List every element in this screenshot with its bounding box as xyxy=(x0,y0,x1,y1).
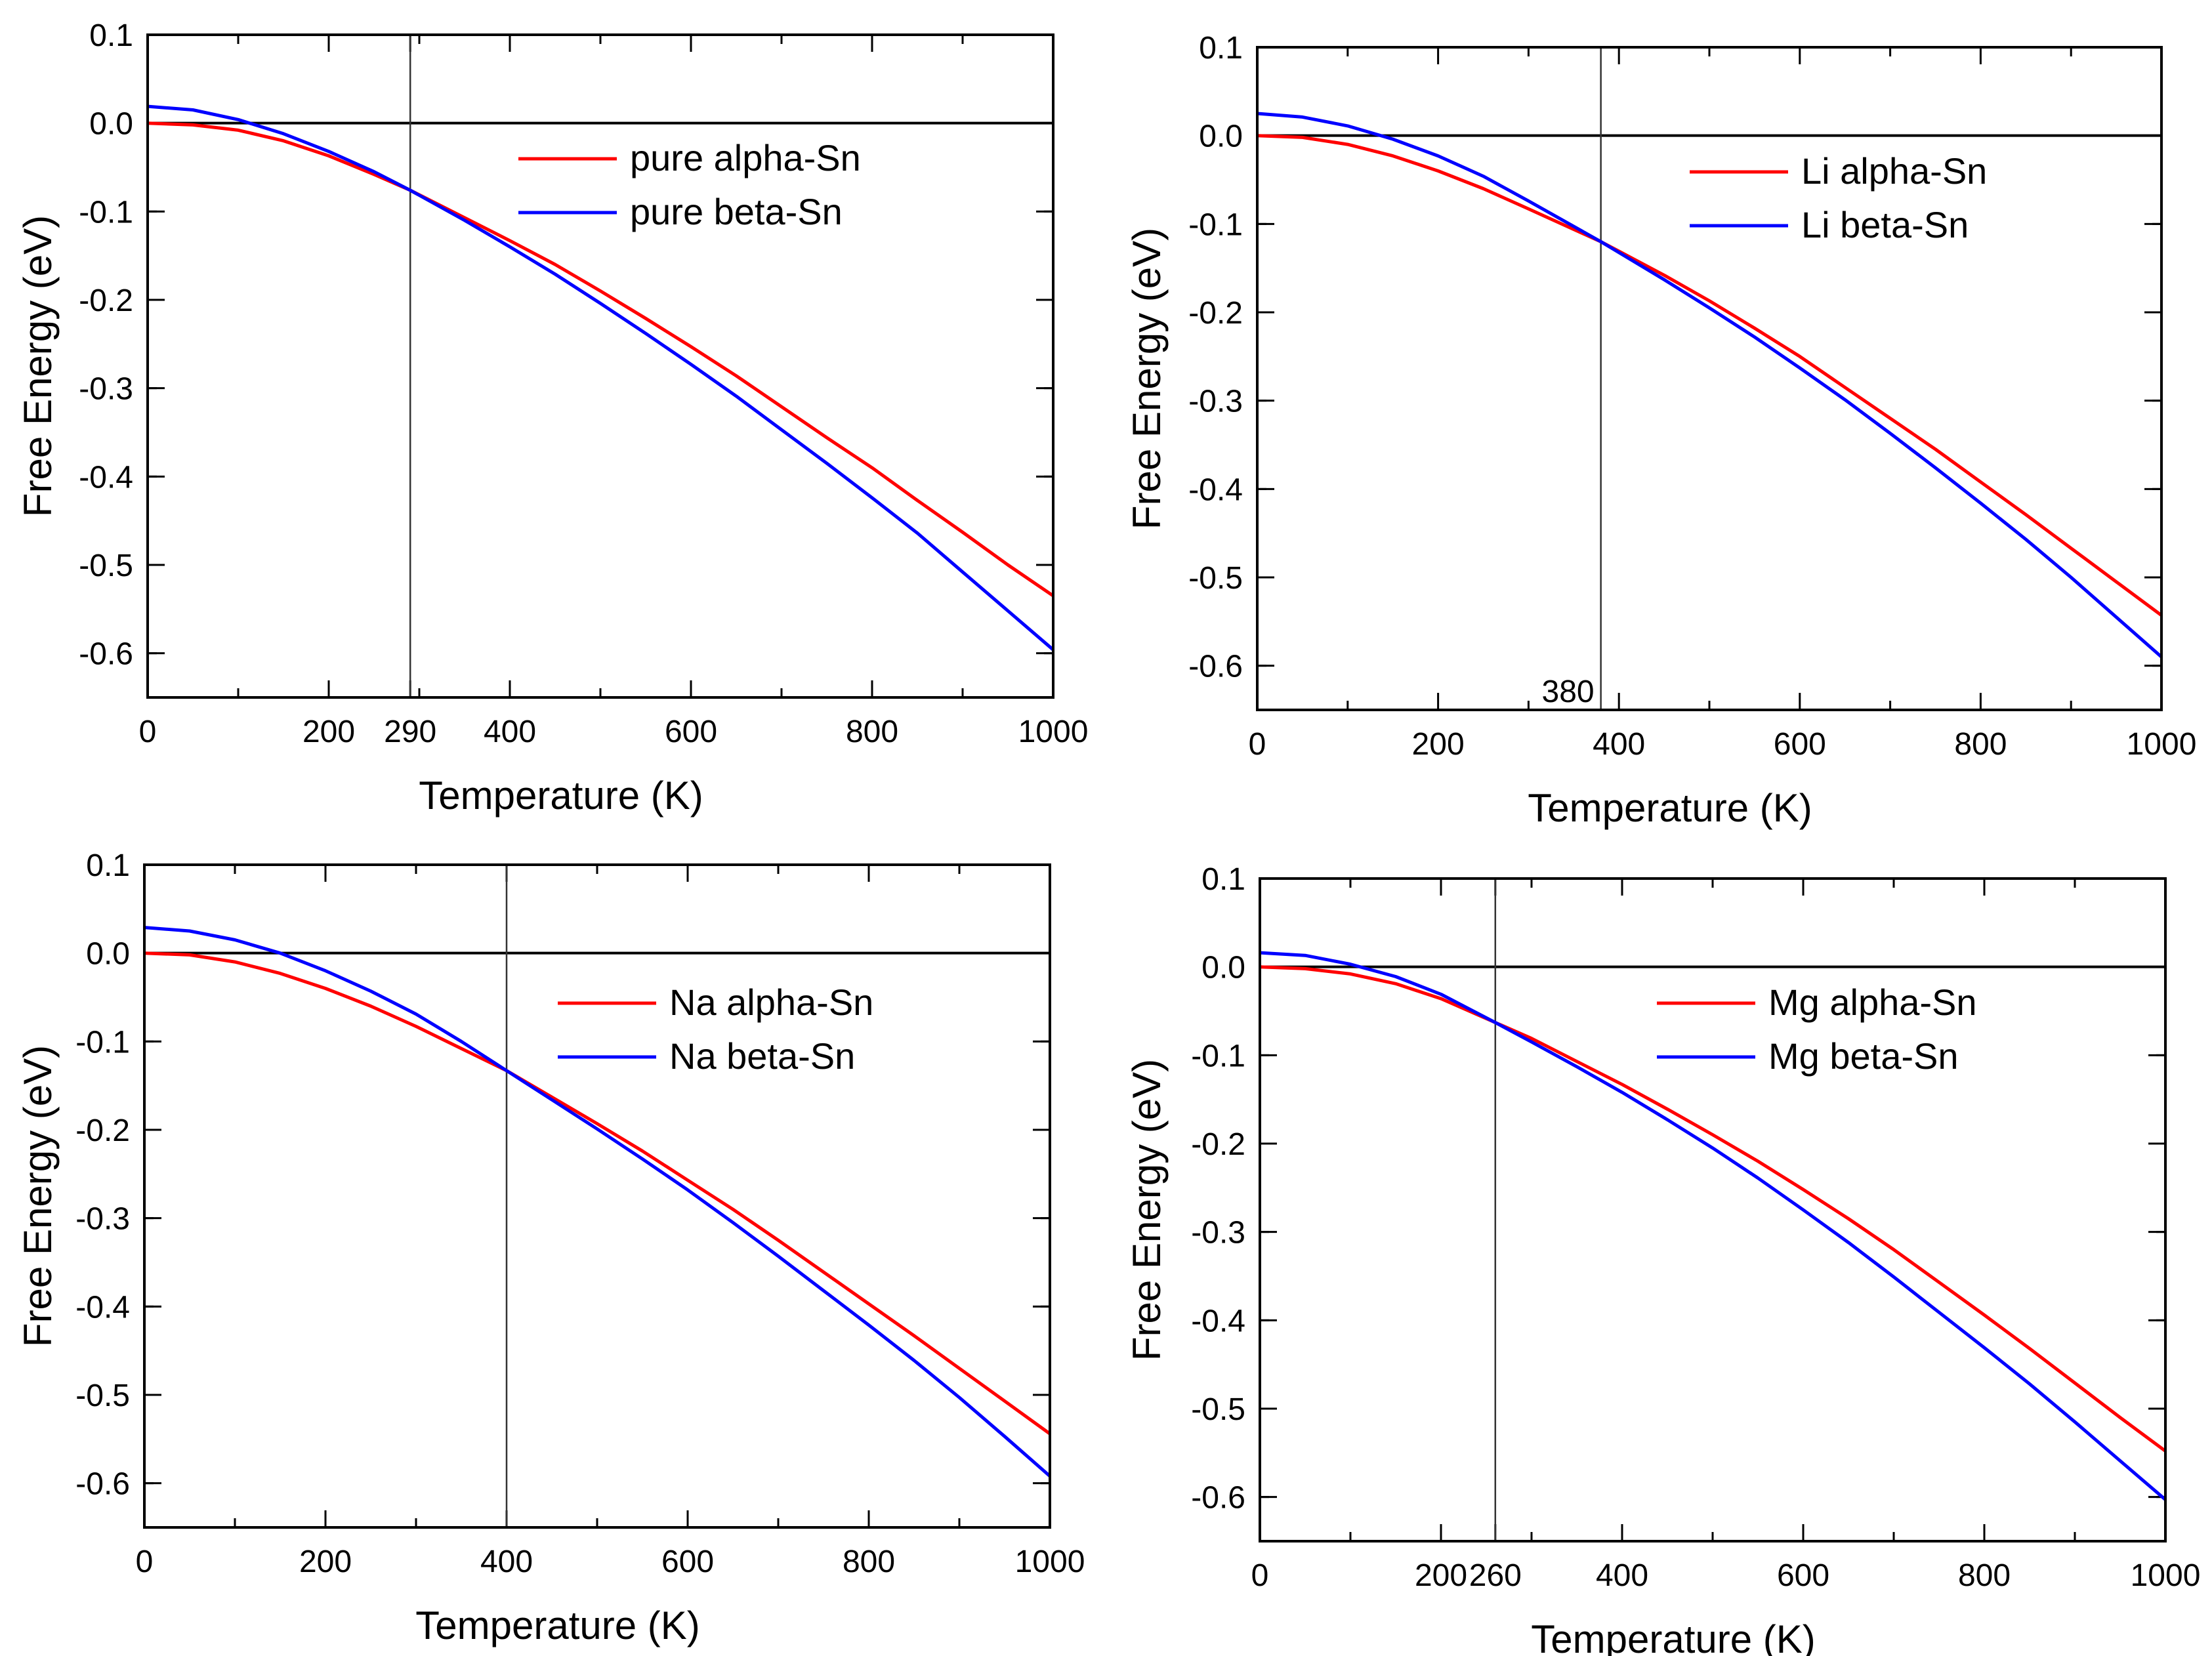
x-tick-label: 200 xyxy=(303,714,355,749)
x-tick-label: 1000 xyxy=(1018,714,1089,749)
x-axis-title: Temperature (K) xyxy=(1531,1617,1815,1656)
y-tick-label: -0.1 xyxy=(1191,1039,1245,1073)
series-line-alpha xyxy=(1259,965,2167,1453)
y-tick-label: 0.0 xyxy=(1201,951,1245,985)
x-tick-label: 1000 xyxy=(2127,727,2197,762)
x-tick-label: 400 xyxy=(484,714,536,749)
x-tick-label: 800 xyxy=(846,714,898,749)
x-tick-label: 290 xyxy=(384,714,436,749)
y-tick-label: -0.1 xyxy=(79,195,133,230)
x-tick-label: 800 xyxy=(1958,1558,2011,1593)
y-tick-label: -0.6 xyxy=(1191,1481,1245,1516)
y-tick-label: -0.5 xyxy=(1188,561,1243,596)
series-line-beta xyxy=(147,104,1054,652)
x-tick-label: 0 xyxy=(1251,1558,1269,1593)
y-tick-label: 0.1 xyxy=(89,18,133,53)
plot-frame xyxy=(1256,46,2163,711)
y-tick-label: -0.4 xyxy=(79,460,133,495)
y-tick-label: 0.1 xyxy=(86,848,130,883)
x-tick-label: 1000 xyxy=(1015,1544,1085,1579)
x-tick-label: 800 xyxy=(1954,727,2007,762)
x-tick-label: 400 xyxy=(1596,1558,1648,1593)
y-tick-label: -0.4 xyxy=(1191,1304,1245,1338)
crossover-annotation: 380 xyxy=(1542,674,1595,709)
y-tick-label: -0.4 xyxy=(1188,472,1243,507)
x-axis-title: Temperature (K) xyxy=(1528,786,1812,830)
series-line-beta xyxy=(144,926,1051,1478)
panel-na-sn: 0 200 400 600 800 1000 0.1 0.0 -0.1 -0.2 -0.3 -0.4 -… xyxy=(16,848,1085,1647)
x-tick-label: 200 xyxy=(1415,1558,1467,1593)
y-tick-label: 0.0 xyxy=(86,937,130,972)
y-tick-label: -0.3 xyxy=(1191,1216,1245,1251)
y-tick-label: -0.2 xyxy=(1191,1127,1245,1162)
y-tick-label: -0.6 xyxy=(75,1467,130,1502)
series-line-beta xyxy=(1259,951,2167,1501)
x-tick-label: 0 xyxy=(139,714,157,749)
x-tick-label: 600 xyxy=(1777,1558,1829,1593)
legend-label: Na alpha-Sn xyxy=(669,982,873,1023)
x-tick-label: 200 xyxy=(1412,727,1465,762)
y-tick-label: -0.5 xyxy=(1191,1392,1245,1427)
panel-pure-sn: 0 200 290 400 600 800 1000 0.1 0.0 -0.1 -0.2 -0.3 -0… xyxy=(16,18,1089,818)
x-tick-label: 200 xyxy=(299,1544,352,1579)
panel-mg-sn: 0 200 260 400 600 800 1000 0.1 0.0 -0.1 -0.2 -0.3 -0… xyxy=(1125,862,2201,1656)
y-tick-label: -0.6 xyxy=(79,637,133,672)
plot-frame xyxy=(1259,877,2167,1542)
legend-label: pure alpha-Sn xyxy=(630,137,861,178)
series-line-beta xyxy=(1257,112,2163,659)
x-tick-label: 600 xyxy=(661,1544,714,1579)
y-tick-label: -0.3 xyxy=(1188,384,1243,419)
plot-frame xyxy=(143,863,1051,1529)
series-line-alpha xyxy=(144,951,1051,1436)
y-tick-label: 0.1 xyxy=(1199,31,1243,66)
y-tick-label: -0.1 xyxy=(75,1025,130,1060)
y-tick-label: 0.0 xyxy=(89,107,133,142)
y-tick-label: -0.3 xyxy=(79,372,133,407)
y-tick-label: -0.5 xyxy=(75,1378,130,1413)
x-tick-label: 600 xyxy=(665,714,717,749)
x-axis-title: Temperature (K) xyxy=(419,774,703,818)
y-tick-label: -0.4 xyxy=(75,1290,130,1325)
legend-label: Mg alpha-Sn xyxy=(1768,982,1977,1023)
y-tick-label: 0.1 xyxy=(1201,862,1245,897)
y-tick-label: -0.2 xyxy=(75,1113,130,1148)
y-tick-label: -0.3 xyxy=(75,1202,130,1237)
x-axis-title: Temperature (K) xyxy=(415,1604,699,1647)
y-axis-title: Free Energy (eV) xyxy=(1125,1059,1169,1361)
legend-label: Mg beta-Sn xyxy=(1768,1035,1959,1077)
y-tick-label: -0.1 xyxy=(1188,207,1243,242)
x-tick-label: 0 xyxy=(136,1544,154,1579)
y-tick-label: -0.2 xyxy=(1188,296,1243,331)
y-axis-title: Free Energy (eV) xyxy=(1125,228,1169,529)
legend-label: pure beta-Sn xyxy=(630,191,843,232)
y-tick-label: -0.2 xyxy=(79,283,133,318)
x-tick-label: 600 xyxy=(1774,727,1826,762)
x-tick-label: 1000 xyxy=(2131,1558,2201,1593)
legend-label: Na beta-Sn xyxy=(669,1035,855,1077)
series-line-alpha xyxy=(1257,134,2163,617)
x-tick-label: 400 xyxy=(1593,727,1645,762)
x-tick-label: 260 xyxy=(1469,1558,1522,1593)
x-tick-label: 0 xyxy=(1249,727,1266,762)
panel-li-sn: 0 200 400 600 800 1000 0.1 0.0 -0.1 -0.2 -0.3 -0.4 -… xyxy=(1125,31,2197,830)
y-tick-label: -0.6 xyxy=(1188,650,1243,684)
y-axis-title: Free Energy (eV) xyxy=(16,215,60,517)
y-axis-title: Free Energy (eV) xyxy=(16,1045,60,1347)
legend-label: Li alpha-Sn xyxy=(1801,150,1987,192)
x-tick-label: 400 xyxy=(480,1544,533,1579)
x-tick-label: 800 xyxy=(843,1544,895,1579)
y-tick-label: 0.0 xyxy=(1199,119,1243,154)
plot-frame xyxy=(146,33,1054,699)
legend-label: Li beta-Sn xyxy=(1801,204,1969,245)
y-tick-label: -0.5 xyxy=(79,549,133,583)
series-line-alpha xyxy=(147,121,1054,598)
